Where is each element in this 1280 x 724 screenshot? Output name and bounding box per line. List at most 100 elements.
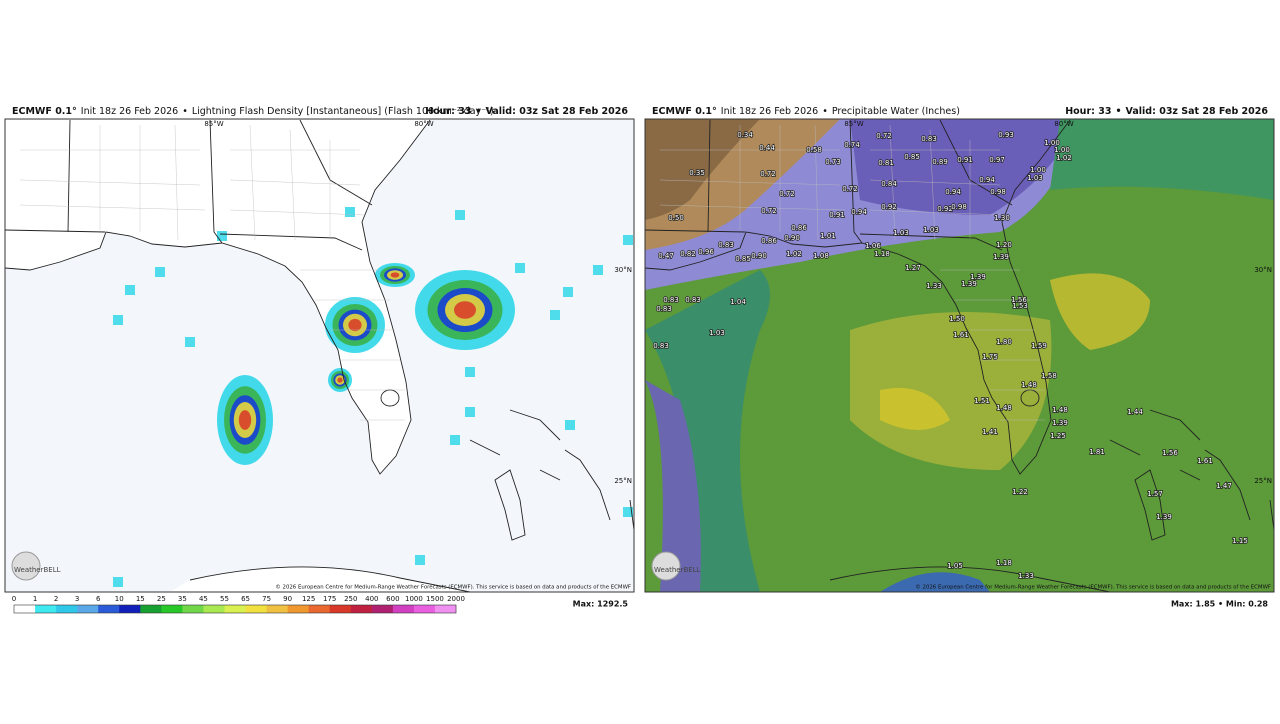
lightning-cell — [125, 285, 135, 295]
lat-label: 30°N — [1254, 266, 1272, 274]
colorbar-label: 1 — [33, 595, 37, 603]
pw-value: 1.59 — [1031, 342, 1047, 350]
pw-value: 1.30 — [994, 214, 1010, 222]
pw-value: 0.98 — [951, 203, 967, 211]
colorbar-swatch — [56, 605, 78, 613]
pw-value: 0.74 — [844, 141, 860, 149]
panel-valid: Hour: 33 • Valid: 03z Sat 28 Feb 2026 — [425, 106, 628, 117]
colorbar-swatch — [266, 605, 288, 613]
pw-value: 1.08 — [813, 252, 829, 260]
panel-valid: Hour: 33 • Valid: 03z Sat 28 Feb 2026 — [1065, 106, 1268, 117]
colorbar-label: 15 — [136, 595, 145, 603]
pw-value: 1.02 — [786, 250, 802, 258]
colorbar-swatch — [434, 605, 457, 613]
lightning-cell — [185, 337, 195, 347]
pw-value: 1.48 — [1021, 381, 1037, 389]
lightning-cell — [550, 310, 560, 320]
panel-header: ECMWF 0.1° Init 18z 26 Feb 2026 • Lightning… — [12, 106, 494, 117]
pw-value: 1.03 — [1027, 174, 1043, 182]
pw-value: 0.97 — [989, 156, 1005, 164]
colorbar-label: 65 — [241, 595, 250, 603]
colorbar-label: 2 — [54, 595, 58, 603]
pw-value: 0.44 — [759, 144, 775, 152]
pw-value: 0.83 — [653, 342, 669, 350]
colorbar-swatch — [77, 605, 99, 613]
colorbar-swatch — [224, 605, 246, 613]
pw-value: 1.48 — [1052, 406, 1068, 414]
lightning-cell — [238, 410, 252, 430]
pw-value: 1.03 — [709, 329, 725, 337]
pw-value: 1.39 — [970, 273, 986, 281]
colorbar-label: 25 — [157, 595, 166, 603]
lightning-cell — [623, 235, 633, 245]
pw-value: 0.98 — [990, 188, 1006, 196]
colorbar-label: 45 — [199, 595, 208, 603]
pw-value: 1.18 — [996, 559, 1012, 567]
colorbar-label: 55 — [220, 595, 229, 603]
colorbar-label: 600 — [386, 595, 399, 603]
pw-value: 1.22 — [1012, 488, 1028, 496]
header-part: Valid: 03z Sat 28 Feb 2026 — [486, 106, 629, 117]
pw-value: 0.90 — [751, 252, 767, 260]
pw-value: 0.94 — [945, 188, 961, 196]
pw-value: 1.47 — [1216, 482, 1232, 490]
header-part: Precipitable Water (Inches) — [832, 106, 960, 117]
lat-label: 25°N — [614, 477, 632, 485]
pw-value: 1.41 — [982, 428, 998, 436]
colorbar-swatch — [182, 605, 204, 613]
pw-value: 1.39 — [1052, 419, 1068, 427]
pw-value: 0.91 — [829, 211, 845, 219]
logo-mark — [11, 551, 41, 581]
pw-value: 1.80 — [996, 338, 1012, 346]
colorbar-swatch — [161, 605, 183, 613]
colorbar-swatch — [119, 605, 141, 613]
logo-mark — [651, 551, 681, 581]
pw-value: 1.18 — [874, 250, 890, 258]
header-part: Hour: 33 — [425, 106, 471, 117]
pw-value: 1.61 — [953, 331, 969, 339]
pw-value: 1.39 — [993, 253, 1009, 261]
lightning-cell — [345, 207, 355, 217]
colorbar-swatch — [203, 605, 225, 613]
lightning-cell — [390, 272, 400, 278]
lightning-cell — [450, 435, 460, 445]
colorbar-label: 250 — [344, 595, 357, 603]
lightning-cell — [565, 420, 575, 430]
pw-value: 0.83 — [656, 305, 672, 313]
pw-value: 1.50 — [949, 315, 965, 323]
lightning-cell — [113, 577, 123, 587]
lightning-cell — [415, 555, 425, 565]
pw-value: 1.05 — [947, 562, 963, 570]
pw-value: 0.93 — [998, 131, 1014, 139]
lon-label: 85°W — [204, 120, 223, 128]
pw-value: 1.39 — [1156, 513, 1172, 521]
header-part: • — [1115, 106, 1121, 117]
pw-value: 1.15 — [1232, 537, 1248, 545]
pw-value: 0.83 — [685, 296, 701, 304]
pw-value: 0.92 — [881, 203, 897, 211]
header-part: Valid: 03z Sat 28 Feb 2026 — [1126, 106, 1269, 117]
pw-value: 0.90 — [784, 234, 800, 242]
pw-value: 0.72 — [779, 190, 795, 198]
pw-value: 1.04 — [730, 298, 746, 306]
header-part: • — [182, 106, 188, 117]
lightning-cell — [113, 315, 123, 325]
pw-value: 1.25 — [1050, 432, 1066, 440]
colorbar-label: 6 — [96, 595, 101, 603]
colorbar-swatch — [14, 605, 36, 613]
pw-value: 1.06 — [865, 242, 881, 250]
pw-value: 0.94 — [979, 176, 995, 184]
lightning-cell — [155, 267, 165, 277]
pw-value: 0.35 — [689, 169, 705, 177]
pw-value: 0.72 — [842, 185, 858, 193]
pw-value: 1.58 — [1041, 372, 1057, 380]
pw-value: 1.01 — [820, 232, 836, 240]
colorbar-swatch — [392, 605, 415, 613]
pw-value: 1.27 — [905, 264, 921, 272]
colorbar-label: 2000 — [447, 595, 465, 603]
lightning-map — [5, 119, 634, 592]
pw-value: 0.50 — [668, 214, 684, 222]
lightning-cell — [623, 507, 633, 517]
pw-value: 0.92 — [937, 205, 953, 213]
pw-value: 1.33 — [926, 282, 942, 290]
